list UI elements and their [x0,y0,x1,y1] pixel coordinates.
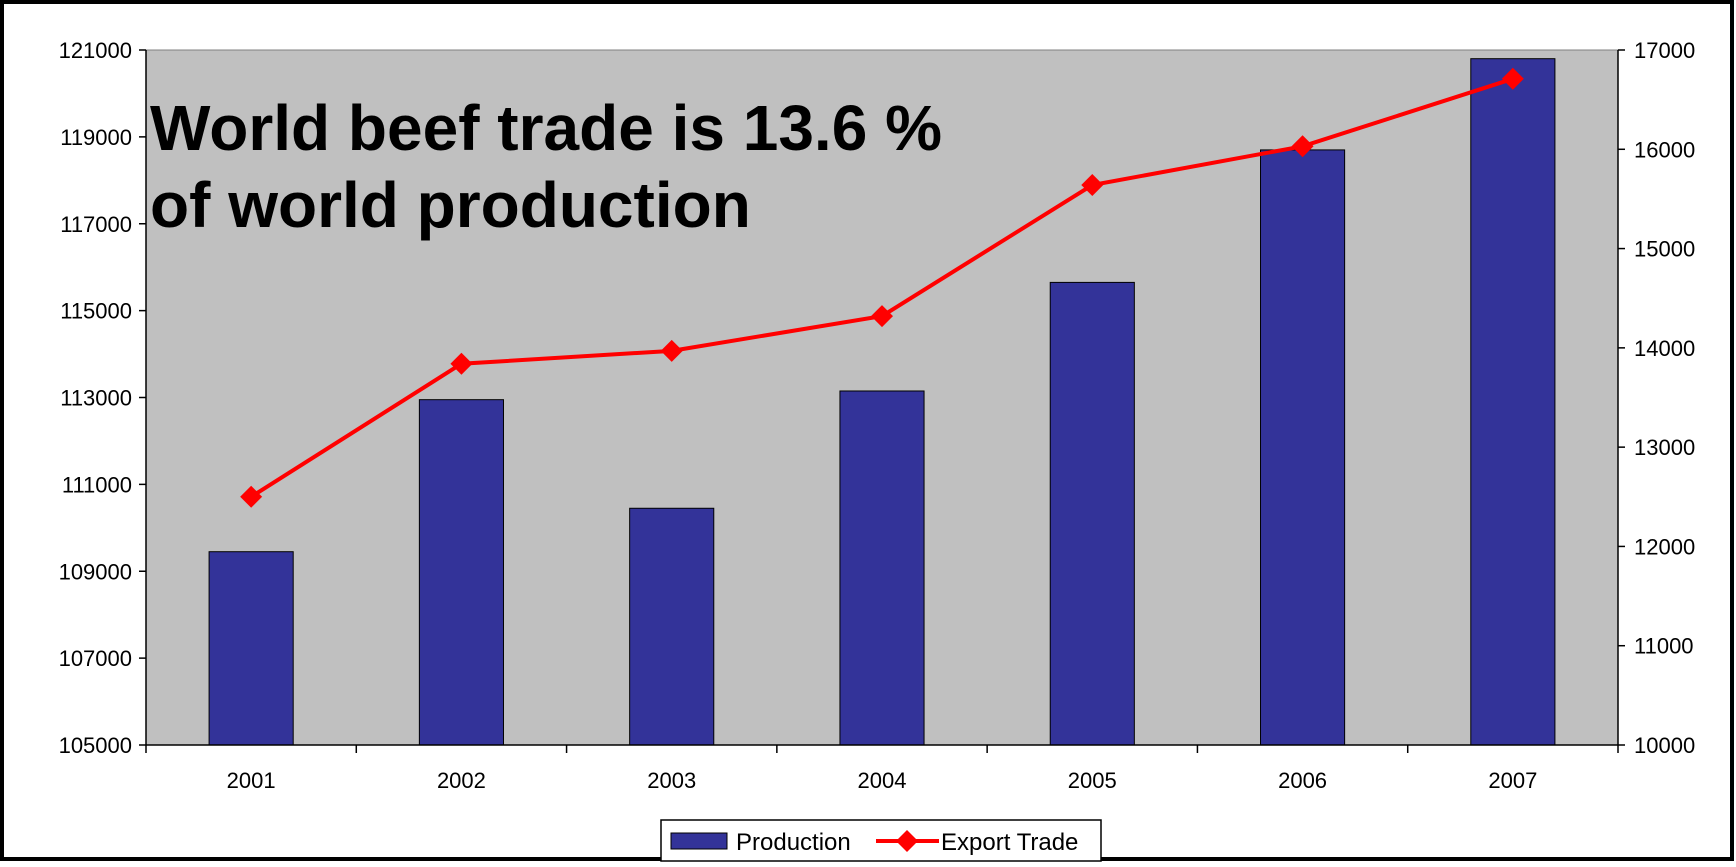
y-right-tick-label: 17000 [1634,38,1695,63]
y-right-tick-label: 13000 [1634,435,1695,460]
legend-label-production: Production [736,829,851,856]
y-left-tick-label: 117000 [60,212,132,237]
y-right-tick-label: 14000 [1634,336,1695,361]
x-tick-label: 2006 [1278,768,1327,793]
chart-title-line-1: World beef trade is 13.6 % [150,92,942,164]
y-right-tick-label: 10000 [1634,733,1695,758]
bar-production-2001 [208,551,294,746]
marker-export-trade-2007 [1501,67,1524,90]
y-left-tick-label: 121000 [59,38,132,63]
y-left-tick-label: 113000 [60,386,132,411]
y-left-tick-label: 115000 [60,299,132,324]
marker-export-trade-2006 [1291,135,1314,158]
x-tick-label: 2005 [1068,768,1117,793]
marker-export-trade-2003 [660,339,683,362]
chart-title-line-2: of world production [150,169,751,241]
marker-export-trade-2005 [1081,174,1104,197]
y-right-tick-label: 16000 [1634,137,1695,162]
marker-export-trade-2001 [240,485,263,508]
bar-production-2005 [1049,281,1135,746]
bar-production-2006 [1260,149,1346,746]
x-tick-label: 2004 [858,768,907,793]
y-left-tick-label: 109000 [59,559,132,584]
y-left-tick-label: 105000 [59,733,132,758]
legend-swatch-export-trade-marker [896,830,918,852]
y-left-tick-label: 119000 [60,125,132,150]
bar-production-2003 [629,507,715,746]
marker-export-trade-2002 [450,352,473,375]
y-left-tick-label: 107000 [59,646,132,671]
y-left-tick-label: 111000 [62,472,132,497]
y-right-tick-label: 15000 [1634,237,1695,262]
chart-svg: 105000 107000 109000 111000 113000 115000 1170… [59,38,1695,862]
marker-export-trade-2004 [871,305,893,328]
y-right-tick-label: 12000 [1634,534,1695,559]
bar-production-2004 [839,390,925,746]
y-right-tick-label: 11000 [1634,634,1694,659]
bar-production-2002 [418,399,504,746]
legend-swatch-production [670,832,728,850]
x-tick-label: 2001 [227,768,276,793]
x-tick-label: 2003 [647,768,696,793]
legend-label-export-trade: Export Trade [941,829,1078,856]
x-tick-label: 2002 [437,768,486,793]
x-tick-label: 2007 [1488,768,1537,793]
bar-production-2007 [1470,58,1556,746]
